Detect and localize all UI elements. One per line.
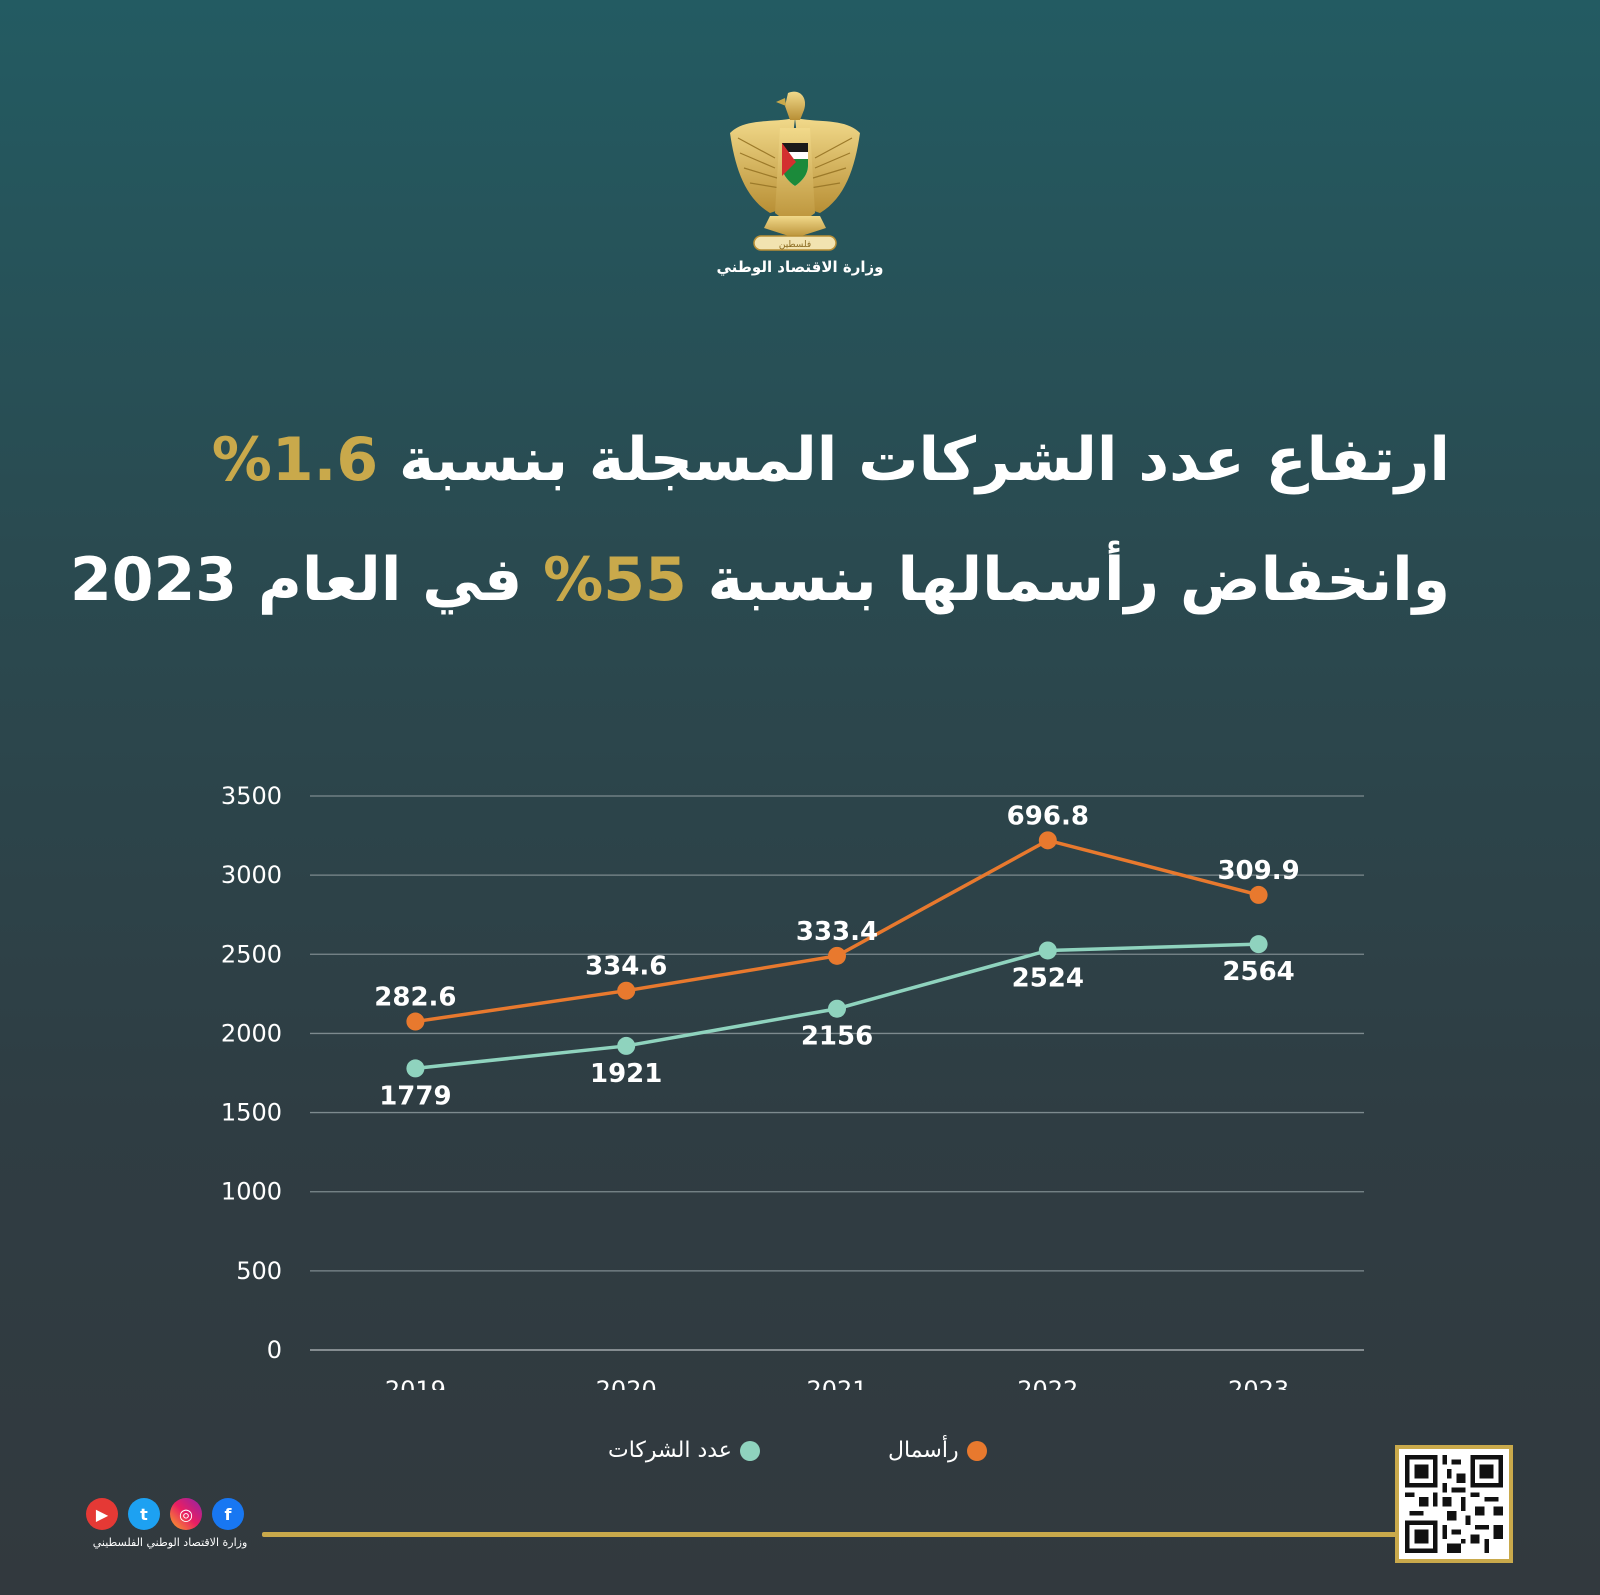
headline-companies-percent: 1.6% [211, 425, 379, 495]
x-tick-label: 2021 [806, 1376, 867, 1390]
youtube-icon[interactable]: ▶ [86, 1498, 118, 1530]
y-tick-label: 2000 [221, 1019, 282, 1047]
svg-text:فلسطين: فلسطين [779, 240, 811, 250]
ministry-label: وزارة الاقتصاد الوطني [716, 258, 884, 276]
headline-capital-percent: 55% [543, 545, 687, 615]
x-tick-label: 2020 [596, 1376, 657, 1390]
y-tick-label: 3500 [221, 782, 282, 810]
headline-line-1-text: ارتفاع عدد الشركات المسجلة بنسبة [399, 425, 1450, 495]
data-label: 1921 [590, 1059, 662, 1089]
headline-line-2-year: في العام 2023 [70, 545, 523, 615]
data-label: 2156 [801, 1022, 873, 1052]
legend-companies: عدد الشركات [608, 1438, 760, 1463]
data-point [1249, 885, 1268, 904]
headline-line-1: ارتفاع عدد الشركات المسجلة بنسبة 1.6% [120, 425, 1450, 495]
y-tick-label: 1000 [221, 1178, 282, 1206]
footer-ministry-label: وزارة الاقتصاد الوطني الفلسطيني [92, 1536, 248, 1549]
data-label: 1779 [379, 1081, 451, 1111]
x-tick-label: 2023 [1228, 1376, 1289, 1390]
line-chart: 0 500 1000 1500 2000 2500 3000 3500 2019 2020 2021… [221, 782, 1364, 1390]
data-point [617, 1036, 636, 1055]
data-label: 696.8 [1007, 801, 1089, 831]
instagram-icon[interactable]: ◎ [170, 1498, 202, 1530]
y-tick-label: 500 [236, 1257, 282, 1285]
x-tick-label: 2022 [1017, 1376, 1078, 1390]
data-label: 2564 [1222, 957, 1294, 987]
data-point [617, 981, 636, 1000]
facebook-icon[interactable]: f [212, 1498, 244, 1530]
social-icons: ▶ t ◎ f [86, 1498, 244, 1530]
data-label: 333.4 [796, 917, 878, 947]
legend-capital-label: رأسمال [888, 1438, 959, 1463]
headline-line-2: وانخفاض رأسمالها بنسبة 55% في العام 2023 [70, 545, 1450, 615]
y-tick-label: 3000 [221, 861, 282, 889]
headline-line-2-text: وانخفاض رأسمالها بنسبة [707, 545, 1450, 615]
legend-companies-label: عدد الشركات [608, 1438, 732, 1463]
data-point [1038, 941, 1057, 960]
data-label: 2524 [1012, 963, 1084, 993]
data-point [406, 1012, 425, 1031]
y-tick-label: 2500 [221, 940, 282, 968]
legend-companies-marker [739, 1440, 760, 1461]
data-point [1249, 935, 1268, 954]
qr-code[interactable] [1395, 1445, 1513, 1563]
twitter-icon[interactable]: t [128, 1498, 160, 1530]
data-point [1038, 831, 1057, 850]
data-label: 282.6 [374, 983, 456, 1013]
data-label: 334.6 [585, 952, 667, 982]
x-tick-label: 2019 [385, 1376, 446, 1390]
y-tick-label: 0 [267, 1336, 282, 1364]
footer-divider [262, 1532, 1397, 1537]
data-label: 309.9 [1217, 856, 1299, 886]
data-point [828, 999, 846, 1018]
y-tick-label: 1500 [221, 1099, 282, 1127]
data-point [828, 946, 846, 965]
data-point [406, 1059, 425, 1078]
palestine-eagle-emblem: فلسطين [730, 91, 860, 251]
legend-capital-marker [966, 1440, 987, 1461]
legend-capital: رأسمال [888, 1438, 987, 1463]
